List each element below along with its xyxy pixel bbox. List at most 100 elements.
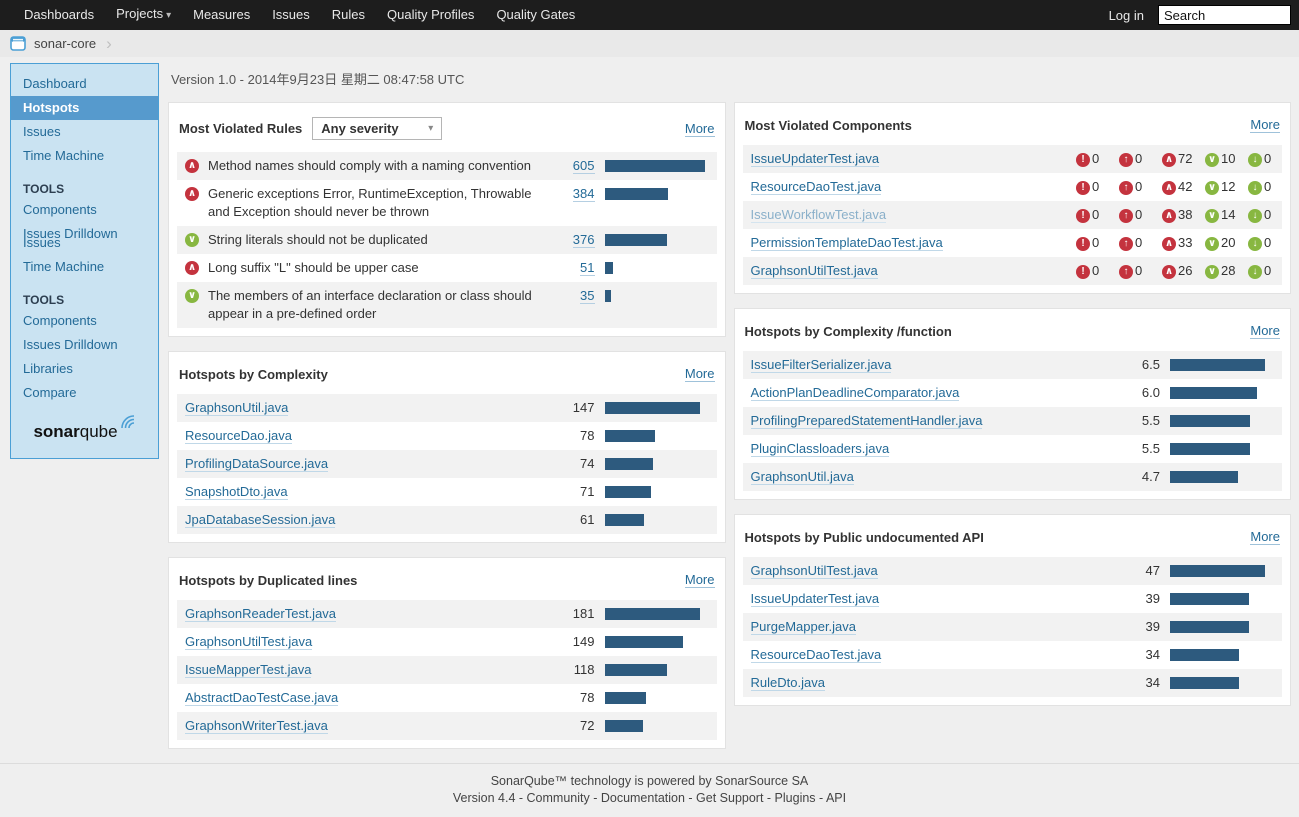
minor-icon: ∨ — [1205, 209, 1219, 223]
footer-link-get-support[interactable]: Get Support — [696, 791, 775, 805]
file-link[interactable]: GraphsonUtilTest.java — [750, 563, 878, 579]
file-link[interactable]: GraphsonUtil.java — [750, 469, 854, 485]
file-link[interactable]: GraphsonWriterTest.java — [185, 718, 328, 734]
more-link[interactable]: More — [1250, 323, 1280, 339]
sidebar-item-compare[interactable]: Compare — [23, 385, 77, 400]
sidebar-item-issues-drilldown-2[interactable]: Issues Drilldown — [23, 337, 118, 352]
file-link[interactable]: GraphsonUtilTest.java — [185, 634, 313, 650]
sidebar-item-libraries[interactable]: Libraries — [23, 361, 73, 376]
file-link[interactable]: GraphsonUtilTest.java — [750, 263, 878, 279]
file-link[interactable]: PluginClassloaders.java — [750, 441, 890, 457]
minor-icon: ∨ — [1205, 153, 1219, 167]
nav-rules[interactable]: Rules — [331, 7, 366, 22]
nav-quality-profiles[interactable]: Quality Profiles — [387, 7, 475, 22]
metric-value: 6.5 — [1141, 357, 1160, 372]
file-link[interactable]: IssueUpdaterTest.java — [750, 151, 880, 167]
rule-name: The members of an interface declaration … — [208, 288, 532, 321]
value-bar — [604, 262, 613, 274]
panel-most-violated-components: Most Violated Components More IssueUpdat… — [733, 102, 1291, 294]
rule-name: Long suffix "L" should be upper case — [208, 260, 419, 275]
value-bar — [1170, 649, 1239, 661]
file-link[interactable]: ResourceDao.java — [185, 428, 292, 444]
value-bar — [604, 290, 611, 302]
search-input[interactable] — [1158, 5, 1291, 25]
footer-link-api[interactable]: API — [825, 791, 847, 805]
file-link[interactable]: SnapshotDto.java — [185, 484, 288, 500]
footer-link-community[interactable]: Community — [527, 791, 601, 805]
metric-value: 72 — [580, 718, 595, 733]
footer-link-plugins[interactable]: Plugins — [775, 791, 826, 805]
info-icon: ↓ — [1248, 237, 1262, 251]
sidebar-item-issues-ghost[interactable]: Issues — [23, 235, 61, 250]
rule-count-link[interactable]: 376 — [572, 232, 595, 248]
more-link[interactable]: More — [684, 120, 715, 137]
panel-hotspots-complexity-function: Hotspots by Complexity /function More Is… — [733, 308, 1291, 500]
blocker-icon: ! — [1076, 209, 1090, 223]
file-link[interactable]: IssueWorkflowTest.java — [750, 207, 887, 223]
top-nav: Dashboards Projects ▾ Measures Issues Rul… — [0, 0, 1299, 30]
rule-count-link[interactable]: 384 — [572, 186, 595, 202]
value-bar — [1170, 359, 1265, 371]
more-link[interactable]: More — [1250, 117, 1280, 133]
file-link[interactable]: ProfilingDataSource.java — [185, 456, 329, 472]
nav-dashboards[interactable]: Dashboards — [24, 7, 95, 22]
severity-counts: ! 0 ↑ 0 ∧ 42 ∨ 12 ↓ 0 — [1076, 178, 1274, 196]
value-bar — [1170, 415, 1250, 427]
sonarqube-logo[interactable]: sonarqube — [11, 405, 158, 452]
file-link[interactable]: ProfilingPreparedStatementHandler.java — [750, 413, 983, 429]
sidebar-item-hotspots[interactable]: Hotspots — [11, 96, 158, 120]
file-link[interactable]: GraphsonReaderTest.java — [185, 606, 337, 622]
component-row: PermissionTemplateDaoTest.java ! 0 ↑ 0 ∧ 33… — [743, 229, 1283, 257]
value-bar — [604, 664, 667, 676]
nav-issues[interactable]: Issues — [272, 7, 310, 22]
file-link[interactable]: ResourceDaoTest.java — [750, 647, 882, 663]
nav-quality-gates[interactable]: Quality Gates — [496, 7, 576, 22]
severity-major-icon: ∧ — [185, 187, 199, 201]
breadcrumb-project[interactable]: sonar-core — [34, 36, 97, 51]
hotspot-row: ResourceDao.java 78 — [177, 422, 717, 450]
severity-filter-value: Any severity — [321, 121, 399, 136]
more-link[interactable]: More — [684, 572, 715, 588]
minor-count: 28 — [1221, 263, 1236, 278]
critical-icon: ↑ — [1119, 265, 1133, 279]
file-link[interactable]: PermissionTemplateDaoTest.java — [750, 235, 943, 251]
more-link[interactable]: More — [684, 366, 715, 382]
file-link[interactable]: AbstractDaoTestCase.java — [185, 690, 339, 706]
file-link[interactable]: IssueMapperTest.java — [185, 662, 312, 678]
sidebar-item-issues[interactable]: Issues — [23, 124, 61, 139]
major-icon: ∧ — [1162, 237, 1176, 251]
file-link[interactable]: IssueUpdaterTest.java — [750, 591, 880, 607]
sidebar-item-time-machine-2[interactable]: Time Machine — [23, 259, 105, 274]
sidebar-item-components-2[interactable]: Components — [23, 313, 97, 328]
file-link[interactable]: GraphsonUtil.java — [185, 400, 289, 416]
info-icon: ↓ — [1248, 181, 1262, 195]
file-link[interactable]: ResourceDaoTest.java — [750, 179, 882, 195]
sidebar-item-components[interactable]: Components — [23, 202, 97, 217]
login-link[interactable]: Log in — [1108, 7, 1144, 23]
value-bar — [1170, 443, 1250, 455]
file-link[interactable]: JpaDatabaseSession.java — [185, 512, 336, 528]
sidebar-item-issues-drilldown[interactable]: Issues Drilldown — [23, 226, 118, 241]
footer-link-documentation[interactable]: Documentation — [601, 791, 696, 805]
panel-title: Hotspots by Complexity — [179, 366, 328, 382]
value-bar — [1170, 471, 1238, 483]
rule-count-link[interactable]: 605 — [572, 158, 595, 174]
nav-measures[interactable]: Measures — [193, 7, 251, 22]
metric-value: 147 — [572, 400, 595, 415]
rule-count-link[interactable]: 35 — [580, 288, 595, 304]
sidebar-item-time-machine[interactable]: Time Machine — [23, 148, 105, 163]
minor-count: 12 — [1221, 179, 1236, 194]
blocker-count: 0 — [1092, 151, 1100, 166]
sonar-waves-icon — [120, 415, 134, 429]
sidebar-item-dashboard[interactable]: Dashboard — [23, 76, 87, 91]
nav-projects[interactable]: Projects ▾ — [105, 0, 182, 31]
severity-filter-select[interactable]: Any severity ▾ — [312, 117, 443, 140]
file-link[interactable]: PurgeMapper.java — [750, 619, 857, 635]
file-link[interactable]: IssueFilterSerializer.java — [750, 357, 892, 373]
rule-count-link[interactable]: 51 — [580, 260, 595, 276]
file-link[interactable]: ActionPlanDeadlineComparator.java — [750, 385, 960, 401]
file-link[interactable]: RuleDto.java — [750, 675, 825, 691]
more-link[interactable]: More — [1250, 529, 1280, 545]
blocker-icon: ! — [1076, 181, 1090, 195]
bar-container — [604, 259, 709, 274]
